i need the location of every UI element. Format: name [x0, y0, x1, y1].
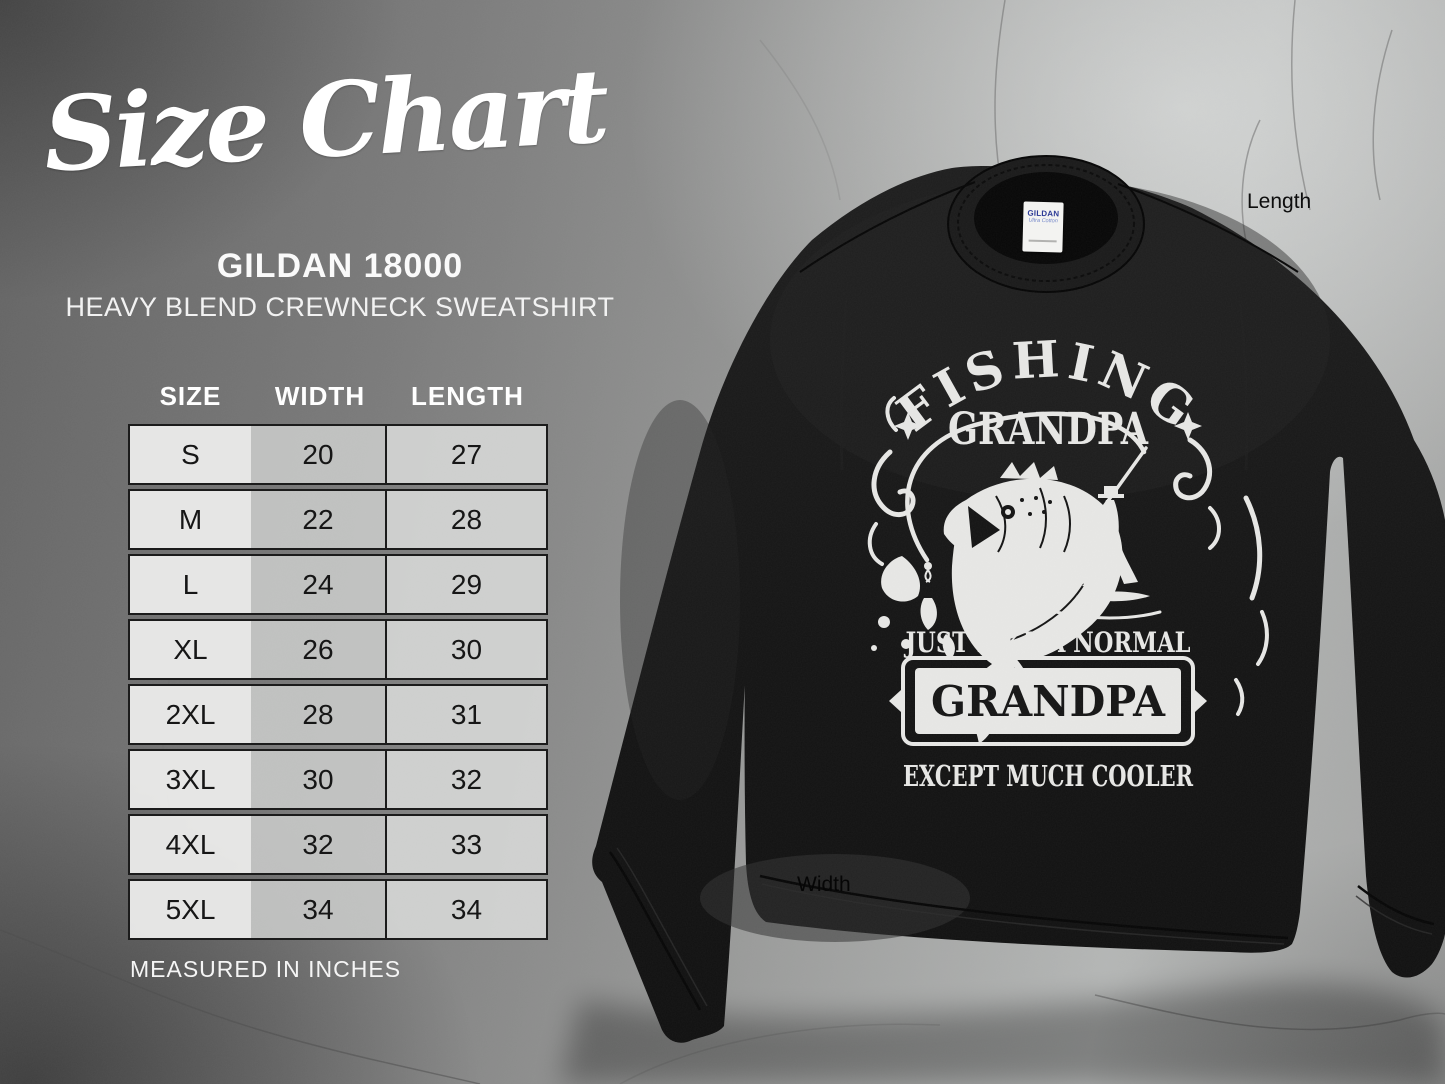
- table-row: S 20 27: [128, 424, 548, 485]
- table-row: XL 26 30: [128, 619, 548, 680]
- width-cell: 34: [251, 881, 385, 938]
- column-header-width: WIDTH: [274, 381, 366, 411]
- width-cell: 24: [251, 556, 385, 613]
- table-row: 5XL 34 34: [128, 879, 548, 940]
- width-cell: 30: [251, 751, 385, 808]
- neck-tag-subbrand: Ultra Cotton: [1028, 217, 1058, 225]
- size-cell: XL: [130, 621, 251, 678]
- table-row: L 24 29: [128, 554, 548, 615]
- width-cell: 26: [251, 621, 385, 678]
- width-label: Width: [797, 873, 851, 896]
- table-row: 2XL 28 31: [128, 684, 548, 745]
- length-cell: 33: [385, 816, 546, 873]
- neck-tag-fineprint: [1028, 239, 1057, 243]
- size-cell: 2XL: [130, 686, 251, 743]
- width-cell: 22: [251, 491, 385, 548]
- length-cell: 29: [385, 556, 546, 613]
- length-cell: 32: [385, 751, 546, 808]
- size-cell: 5XL: [130, 881, 251, 938]
- size-cell: S: [130, 426, 251, 483]
- column-header-size: SIZE: [159, 381, 222, 411]
- size-table-header: SIZE WIDTH LENGTH: [128, 381, 548, 412]
- table-row: M 22 28: [128, 489, 548, 550]
- column-header-length: LENGTH: [411, 381, 524, 411]
- size-cell: 3XL: [130, 751, 251, 808]
- neck-tag: GILDAN Ultra Cotton: [1022, 201, 1064, 253]
- size-cell: L: [130, 556, 251, 613]
- width-cell: 32: [251, 816, 385, 873]
- size-table: S 20 27 M 22 28 L 24 29 XL 26 30 2XL 28 …: [128, 424, 548, 944]
- width-cell: 20: [251, 426, 385, 483]
- length-cell: 27: [385, 426, 546, 483]
- page-title: Size Chart: [40, 46, 610, 196]
- size-cell: 4XL: [130, 816, 251, 873]
- length-cell: 28: [385, 491, 546, 548]
- measurement-note: MEASURED IN INCHES: [130, 956, 402, 982]
- width-cell: 28: [251, 686, 385, 743]
- table-row: 4XL 32 33: [128, 814, 548, 875]
- product-code: GILDAN 18000: [216, 247, 464, 285]
- length-label: Length: [1247, 190, 1312, 213]
- length-cell: 34: [385, 881, 546, 938]
- table-row: 3XL 30 32: [128, 749, 548, 810]
- product-name: HEAVY BLEND CREWNECK SWEATSHIRT: [65, 292, 615, 322]
- length-cell: 30: [385, 621, 546, 678]
- length-cell: 31: [385, 686, 546, 743]
- size-cell: M: [130, 491, 251, 548]
